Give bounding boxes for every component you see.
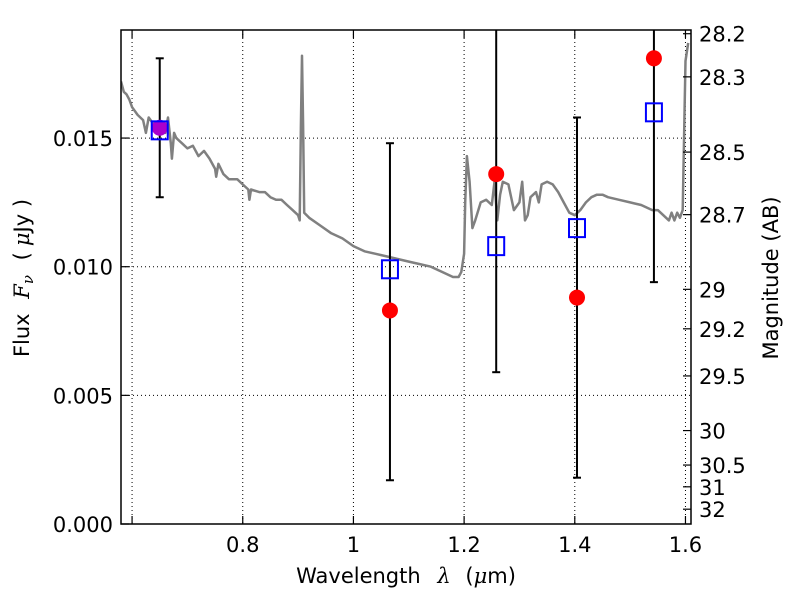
y2-axis-label: Magnitude (AB) bbox=[759, 196, 783, 359]
x-axis-label: Wavelength λ (μm) bbox=[296, 564, 516, 588]
y2-tick-label: 29.5 bbox=[699, 365, 746, 389]
y2-tick-label: 29.2 bbox=[699, 318, 746, 342]
plot-frame bbox=[120, 29, 692, 525]
y-axis-label: Flux Fν ( μJy ) bbox=[10, 199, 38, 357]
x-axis-label-unit-open: ( bbox=[465, 564, 473, 588]
y-axis-label-symbol-sub: ν bbox=[19, 275, 37, 284]
y2-tick-label: 30.5 bbox=[699, 454, 746, 478]
x-tick-label: 1.6 bbox=[669, 533, 702, 557]
model-flux-square bbox=[568, 218, 586, 239]
observed-flux-point bbox=[488, 166, 505, 183]
y2-tick-label: 31 bbox=[699, 476, 726, 500]
y-axis-label-unit-rest: Jy ) bbox=[10, 199, 34, 235]
ticks: 0.8 1 1.2 1.4 1.6 0.000 0.005 0.010 0.015 28.2 28.… bbox=[53, 23, 746, 557]
observed-flux-point bbox=[569, 289, 585, 306]
observed-flux-point bbox=[151, 119, 168, 136]
data-layer bbox=[121, 30, 690, 482]
y-axis-label-unit-mu: μ bbox=[10, 232, 34, 246]
x-tick-label: 0.8 bbox=[226, 533, 259, 557]
model-flux-square bbox=[380, 259, 399, 280]
model-flux-square bbox=[150, 120, 169, 141]
y-tick-label: 0.000 bbox=[53, 513, 113, 537]
observed-flux-point bbox=[645, 50, 662, 67]
x-axis-label-unit-rest: m) bbox=[487, 564, 516, 588]
y-tick-label: 0.010 bbox=[53, 256, 113, 280]
model-flux-square bbox=[644, 102, 663, 123]
plot-background bbox=[121, 30, 691, 524]
observed-flux-point bbox=[381, 302, 398, 319]
x-tick-label: 1.2 bbox=[447, 533, 480, 557]
y2-tick-label: 30 bbox=[699, 420, 726, 444]
x-axis-label-symbol: λ bbox=[436, 564, 450, 588]
x-tick-label: 1 bbox=[347, 533, 360, 557]
y-axis-label-text: Flux bbox=[10, 313, 34, 357]
y2-tick-label: 28.3 bbox=[699, 66, 746, 90]
y2-tick-label: 32 bbox=[699, 498, 726, 522]
y2-tick-label: 28.5 bbox=[699, 141, 746, 165]
x-axis-label-unit-mu: μ bbox=[474, 564, 488, 588]
x-axis-label-text: Wavelength bbox=[296, 564, 421, 588]
model-flux-square bbox=[487, 236, 506, 257]
y-tick-label: 0.015 bbox=[53, 127, 113, 151]
y2-tick-label: 28.7 bbox=[699, 204, 746, 228]
y-axis-label-unit-open: ( bbox=[10, 252, 34, 260]
model-spectrum-line bbox=[121, 42, 690, 279]
y-axis-label-symbol: F bbox=[10, 283, 34, 300]
x-tick-label: 1.4 bbox=[558, 533, 591, 557]
y2-tick-label: 28.2 bbox=[699, 23, 746, 47]
y-tick-label: 0.005 bbox=[53, 384, 113, 408]
y2-tick-label: 29 bbox=[699, 278, 726, 302]
